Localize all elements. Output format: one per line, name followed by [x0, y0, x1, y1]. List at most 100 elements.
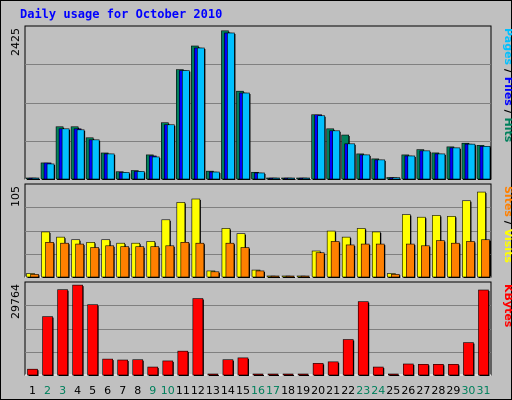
- bar-pages-day-19-fill: [302, 177, 310, 180]
- bar-sites-day-8-fill: [135, 246, 145, 278]
- bar-sites-day-19: [300, 275, 311, 278]
- panel-bars: [27, 284, 490, 376]
- x-tick-day-26: 26: [401, 384, 415, 397]
- legend-entry-1: /: [502, 217, 512, 229]
- bar-kbytes-day-3: [57, 289, 69, 376]
- legend-entry-3: /: [502, 106, 512, 118]
- x-tick-day-15: 15: [236, 384, 250, 397]
- bar-pages-day-1-fill: [31, 177, 40, 180]
- bar-pages-day-22-fill: [347, 143, 355, 180]
- bar-sites-day-21: [330, 241, 341, 278]
- bar-pages-day-16-fill: [257, 172, 265, 180]
- bar-kbytes-day-17-shadow: [269, 375, 280, 376]
- bar-pages-day-16: [257, 172, 266, 180]
- bar-pages-day-15: [242, 92, 251, 180]
- x-tick-day-21: 21: [326, 384, 340, 397]
- x-tick-day-20: 20: [311, 384, 325, 397]
- bar-pages-day-10: [167, 124, 176, 180]
- panel-kbytes: 29764 KBytes: [9, 281, 512, 376]
- bar-sites-day-12: [195, 242, 205, 278]
- bar-pages-day-3: [61, 128, 71, 180]
- bar-pages-day-4: [76, 129, 86, 180]
- bar-pages-day-22: [347, 143, 356, 180]
- x-tick-day-22: 22: [341, 384, 355, 397]
- bar-kbytes-day-13: [207, 373, 219, 376]
- y-max-label: 29764: [9, 284, 22, 319]
- bar-sites-day-7: [120, 246, 130, 278]
- bar-kbytes-day-3-fill: [57, 289, 68, 376]
- bar-sites-day-29: [451, 242, 461, 278]
- x-tick-day-16: 16: [251, 384, 265, 397]
- bar-pages-day-30-fill: [467, 143, 476, 180]
- bar-pages-day-7: [121, 172, 131, 180]
- x-tick-day-29: 29: [446, 384, 460, 397]
- bar-kbytes-day-22-fill: [342, 339, 354, 376]
- bar-kbytes-day-28-fill: [433, 363, 444, 376]
- x-tick-day-10: 10: [161, 384, 175, 397]
- bar-kbytes-day-26: [403, 363, 415, 376]
- bar-sites-day-24: [375, 243, 386, 278]
- x-tick-day-9: 9: [149, 384, 156, 397]
- bar-kbytes-day-11: [177, 350, 189, 376]
- bar-sites-day-23: [360, 243, 371, 278]
- panel-legend: Sites / Visits: [502, 186, 512, 263]
- bar-sites-day-30: [466, 241, 476, 278]
- bar-kbytes-day-4-fill: [72, 284, 83, 376]
- bar-sites-day-4-fill: [75, 243, 84, 278]
- bar-kbytes-day-22: [342, 339, 355, 376]
- bar-kbytes-day-19: [297, 373, 310, 376]
- bar-pages-day-18-fill: [287, 177, 295, 180]
- bar-kbytes-day-9: [147, 366, 159, 376]
- bar-kbytes-day-29: [448, 363, 460, 376]
- legend-entry-0: Pages: [502, 28, 512, 66]
- bar-pages-day-9-fill: [151, 156, 160, 180]
- bar-pages-day-23-fill: [362, 154, 371, 180]
- bar-sites-day-21-fill: [330, 241, 340, 278]
- x-tick-day-14: 14: [221, 384, 235, 397]
- bar-pages-day-1: [31, 177, 41, 180]
- bar-kbytes-day-7: [117, 359, 129, 376]
- x-tick-day-2: 2: [44, 384, 51, 397]
- bar-sites-day-15: [240, 247, 250, 278]
- bar-sites-day-13-fill: [210, 271, 220, 278]
- bar-kbytes-day-17: [267, 373, 280, 376]
- bar-pages-day-1-shadow: [33, 179, 41, 180]
- bar-sites-day-31-fill: [481, 239, 490, 278]
- bar-kbytes-day-2: [42, 316, 54, 376]
- x-tick-day-1: 1: [29, 384, 36, 397]
- x-tick-day-7: 7: [119, 384, 126, 397]
- bar-pages-day-17-fill: [272, 177, 280, 180]
- bar-pages-day-18: [287, 177, 296, 180]
- bar-sites-day-2: [45, 242, 55, 278]
- bar-pages-day-19-shadow: [303, 179, 311, 180]
- bar-sites-day-16: [255, 270, 265, 278]
- bar-kbytes-day-26-fill: [403, 363, 414, 376]
- bar-sites-day-20: [315, 252, 326, 278]
- bar-kbytes-day-8-fill: [132, 359, 144, 376]
- bar-kbytes-day-7-fill: [117, 359, 129, 376]
- bar-pages-day-25-fill: [392, 177, 401, 180]
- bar-kbytes-day-25-fill: [387, 373, 399, 376]
- bar-pages-day-21: [332, 130, 341, 180]
- panel-legend: KBytes: [502, 284, 512, 328]
- bar-sites-day-28-fill: [436, 240, 445, 278]
- bar-pages-day-30: [467, 143, 476, 180]
- bar-pages-day-12-fill: [197, 47, 205, 180]
- bar-pages-day-9: [151, 156, 161, 180]
- bar-kbytes-day-21: [327, 361, 340, 376]
- bar-pages-day-26-fill: [407, 155, 416, 180]
- bar-pages-day-23: [362, 154, 371, 180]
- bar-kbytes-day-17-fill: [267, 373, 279, 376]
- bar-sites-day-19-fill: [300, 275, 310, 278]
- bar-sites-day-10-fill: [165, 245, 175, 278]
- y-max-label: 105: [9, 186, 22, 207]
- bar-sites-day-31: [481, 239, 491, 278]
- bar-pages-day-7-fill: [121, 172, 130, 180]
- bar-sites-day-1-fill: [30, 274, 39, 278]
- bar-sites-day-26-fill: [406, 243, 415, 278]
- bar-kbytes-day-8: [132, 359, 144, 376]
- bar-kbytes-day-30: [463, 342, 475, 376]
- bar-kbytes-day-12: [192, 298, 204, 376]
- bar-sites-day-22-fill: [345, 244, 355, 278]
